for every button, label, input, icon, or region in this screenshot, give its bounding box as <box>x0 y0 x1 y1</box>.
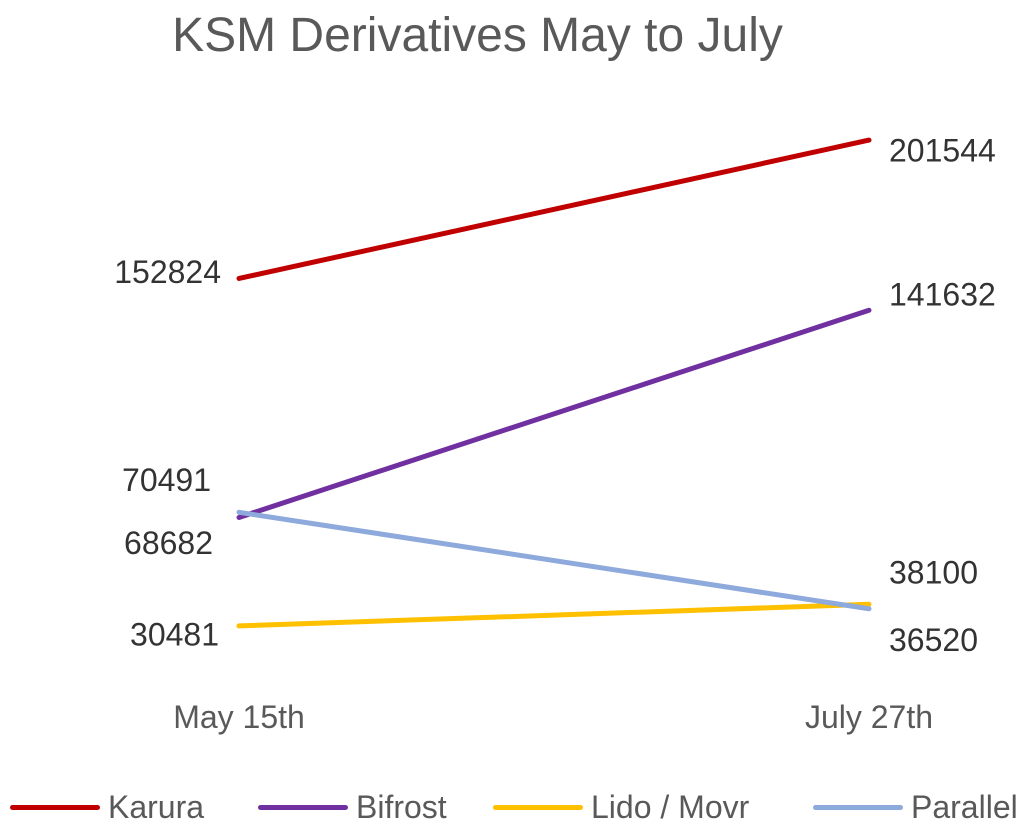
series-line-0 <box>236 137 872 281</box>
legend: Karura Bifrost Lido / Movr Parallel <box>0 785 1024 829</box>
legend-label-1: Bifrost <box>356 788 447 825</box>
legend-item-0: Karura <box>10 785 204 829</box>
x-tick-label-1: July 27th <box>805 699 933 735</box>
plot-area: May 15th July 27th 152824 201544 68682 141632… <box>114 133 996 735</box>
chart-title: KSM Derivatives May to July <box>172 9 783 62</box>
legend-swatch-2 <box>493 804 583 810</box>
data-label-s0-p0: 152824 <box>114 254 221 290</box>
legend-item-3: Parallel <box>813 785 1018 829</box>
x-tick-label-0: May 15th <box>173 699 305 735</box>
data-label-s2-p0: 30481 <box>130 616 219 652</box>
series-line-1 <box>236 307 872 520</box>
data-label-s3-p0: 70491 <box>122 462 211 498</box>
data-label-s3-p1: 36520 <box>889 622 978 658</box>
data-label-s1-p1: 141632 <box>889 277 996 313</box>
legend-item-2: Lido / Movr <box>493 785 749 829</box>
legend-label-3: Parallel <box>911 788 1018 825</box>
data-label-s1-p0: 68682 <box>124 525 213 561</box>
data-label-s0-p1: 201544 <box>889 133 996 169</box>
legend-swatch-1 <box>258 804 348 810</box>
legend-label-2: Lido / Movr <box>591 788 750 825</box>
data-label-s2-p1: 38100 <box>889 555 978 591</box>
legend-swatch-0 <box>10 804 100 810</box>
series-line-2 <box>236 601 872 629</box>
legend-swatch-3 <box>813 804 903 810</box>
legend-item-1: Bifrost <box>258 785 447 829</box>
series-line-3 <box>236 509 872 612</box>
legend-label-0: Karura <box>108 788 205 825</box>
